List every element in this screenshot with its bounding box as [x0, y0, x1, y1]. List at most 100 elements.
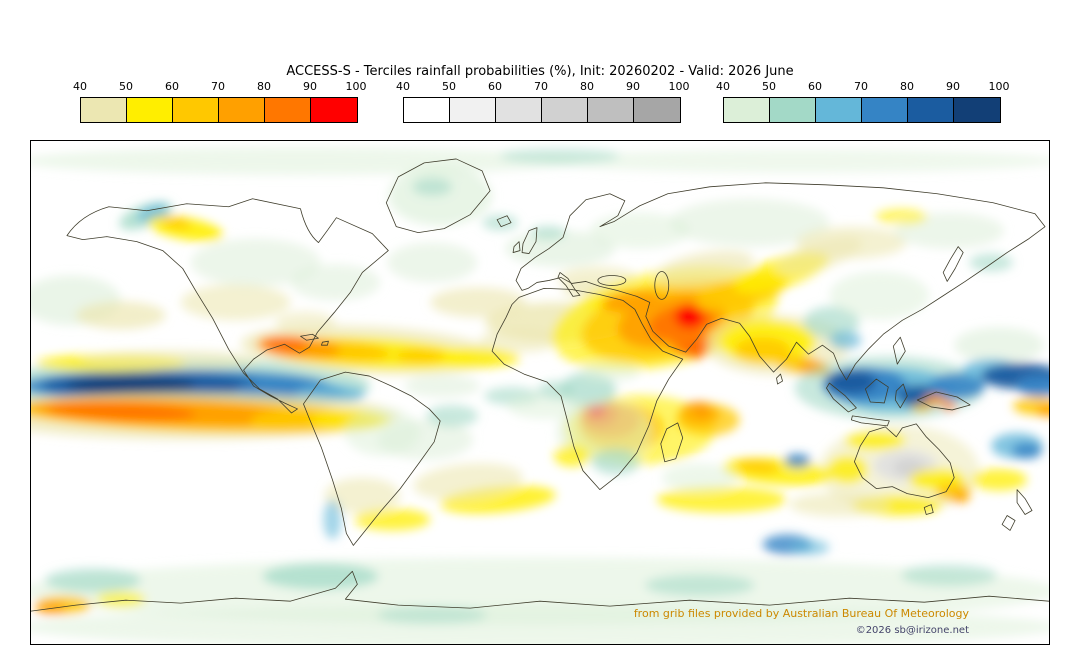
legend-color-cell — [81, 98, 127, 122]
legend-cells — [403, 97, 681, 123]
legend-cells — [723, 97, 1001, 123]
coastline-cuba — [300, 333, 319, 341]
coastline-hispaniola — [321, 340, 329, 346]
legend-tick-label: 70 — [854, 80, 868, 93]
legend-color-cell — [634, 98, 680, 122]
probability-blob — [911, 403, 932, 412]
probability-blob — [784, 453, 811, 468]
probability-blob — [404, 375, 481, 397]
probability-blob — [875, 208, 928, 225]
legend-tick-label: 40 — [716, 80, 730, 93]
probability-blob — [482, 214, 519, 231]
probability-blob — [344, 407, 421, 456]
probability-blob — [951, 492, 970, 503]
probability-blob — [95, 591, 146, 608]
legend-color-cell — [542, 98, 588, 122]
legend-tick-label: 60 — [488, 80, 502, 93]
coastline-iceland — [496, 215, 512, 228]
probability-blob — [540, 148, 1049, 173]
probability-blob — [924, 394, 947, 405]
coastline-sulawesi — [894, 383, 908, 409]
coastline-antarctica — [31, 570, 1049, 612]
probability-blob — [395, 349, 446, 364]
legend-tick-label: 100 — [988, 80, 1010, 93]
legend-color-cell — [954, 98, 1000, 122]
probability-blob — [387, 242, 478, 283]
probability-blob — [735, 459, 780, 474]
probability-blob — [324, 477, 401, 514]
coastline-caspian-sea — [654, 271, 670, 300]
coastline-eurasia — [515, 182, 1046, 381]
legend-tick-label: 70 — [534, 80, 548, 93]
probability-blob — [826, 370, 877, 394]
probability-blob — [413, 463, 523, 501]
legend-tick-label: 70 — [211, 80, 225, 93]
legend-tick-label: 60 — [808, 80, 822, 93]
probability-blob — [31, 605, 1049, 644]
probability-blob — [1012, 442, 1043, 459]
probability-blob — [579, 362, 640, 383]
legend-tick-label: 50 — [119, 80, 133, 93]
copyright-line: ©2026 sb@irizone.net — [855, 624, 969, 636]
legend-tick-label: 80 — [257, 80, 271, 93]
coastline-madagascar — [660, 422, 684, 463]
coastline-black-sea — [597, 275, 627, 286]
probability-blob — [553, 444, 590, 467]
coastline-new-zealand-south — [1001, 515, 1016, 531]
coastline-north-america — [66, 198, 389, 414]
coastline-japan — [942, 246, 964, 282]
legend-tick-label: 90 — [303, 80, 317, 93]
credit-line: from grib files provided by Australian B… — [633, 607, 969, 621]
probability-blob — [180, 284, 291, 321]
probability-blob — [262, 563, 379, 590]
probability-blob — [507, 392, 583, 419]
legend-color-cell — [404, 98, 450, 122]
coastline-uk — [521, 227, 538, 254]
legend-cells — [80, 97, 358, 123]
coastline-tasmania — [923, 504, 934, 515]
probability-blob — [675, 403, 740, 436]
legend-color-cell — [265, 98, 311, 122]
coastline-philippines — [892, 336, 906, 365]
probability-blob — [80, 350, 261, 371]
probability-blob — [601, 290, 662, 313]
probability-blob — [734, 337, 791, 364]
probability-blob — [661, 463, 738, 492]
probability-blob — [1016, 375, 1049, 397]
legend-color-cell — [862, 98, 908, 122]
probability-blob — [671, 331, 712, 358]
probability-blob — [75, 301, 166, 330]
probability-blob — [377, 606, 488, 625]
chart-title: ACCESS-S - Terciles rainfall probabiliti… — [286, 64, 794, 79]
probability-blob — [290, 264, 381, 301]
probability-blob — [354, 508, 431, 531]
legend-color-cell — [496, 98, 542, 122]
legend-tick-label: 40 — [73, 80, 87, 93]
probability-blob — [412, 177, 453, 196]
coastline-italy — [557, 272, 581, 297]
legend-color-cell — [127, 98, 173, 122]
legend-tick-label: 80 — [580, 80, 594, 93]
coastline-java — [850, 415, 890, 427]
legend-near-normal: 40 50 60 70 80 90 100 — [396, 80, 690, 123]
probability-blob — [323, 499, 342, 540]
probability-blob — [789, 492, 890, 517]
probability-blob — [31, 146, 580, 175]
probability-blob — [190, 238, 321, 287]
coastline-africa — [491, 288, 684, 491]
legend-ticks: 40 50 60 70 80 90 100 — [396, 80, 690, 94]
probability-blob — [644, 574, 755, 597]
probability-blob — [894, 212, 1005, 249]
probability-blob — [901, 564, 998, 587]
legend-ticks: 40 50 60 70 80 90 100 — [716, 80, 1010, 94]
legend-tick-label: 80 — [900, 80, 914, 93]
probability-blob — [480, 328, 560, 353]
probability-blob — [722, 457, 833, 486]
coastline-sumatra — [826, 382, 857, 413]
probability-blob — [845, 431, 906, 450]
legend-color-cell — [770, 98, 816, 122]
coastline-new-zealand-north — [1016, 489, 1033, 515]
legend-ticks: 40 50 60 70 80 90 100 — [73, 80, 367, 94]
coastline-new-guinea — [916, 391, 971, 411]
coastline-ireland — [512, 241, 521, 253]
